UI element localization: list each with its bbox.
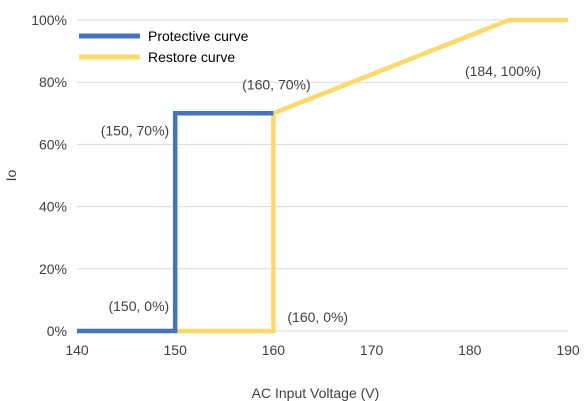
y-tick-label: 80% (39, 74, 67, 90)
x-tick-label: 170 (360, 342, 384, 358)
point-annotations: (150, 70%) (160, 70%) (184, 100%) (150, 0%)… (101, 63, 542, 325)
legend-label: Restore curve (148, 49, 235, 65)
legend-label: Protective curve (148, 28, 249, 44)
point-annotation: (184, 100%) (465, 63, 541, 79)
point-annotation: (160, 0%) (287, 309, 348, 325)
x-axis-title: AC Input Voltage (V) (252, 385, 380, 401)
y-axis-title: Io (3, 169, 19, 181)
x-tick-label: 150 (164, 342, 188, 358)
y-tick-label: 60% (39, 136, 67, 152)
point-annotation: (150, 0%) (108, 298, 169, 314)
x-tick-label: 190 (556, 342, 580, 358)
y-tick-label: 0% (47, 323, 67, 339)
series-lines (77, 17, 568, 334)
point-annotation: (150, 70%) (101, 122, 169, 138)
y-tick-label: 20% (39, 261, 67, 277)
x-axis-tick-labels: 140 150 160 170 180 190 (65, 342, 580, 358)
x-tick-label: 180 (458, 342, 482, 358)
series-line-protective (77, 111, 274, 334)
y-tick-label: 40% (39, 199, 67, 215)
y-tick-label: 100% (31, 12, 67, 28)
legend: Protective curve Restore curve (79, 28, 249, 65)
x-tick-label: 140 (65, 342, 89, 358)
gridlines (77, 19, 568, 332)
x-tick-label: 160 (262, 342, 286, 358)
point-annotation: (160, 70%) (242, 76, 310, 92)
y-axis-tick-labels: 0% 20% 40% 60% 80% 100% (31, 12, 67, 339)
